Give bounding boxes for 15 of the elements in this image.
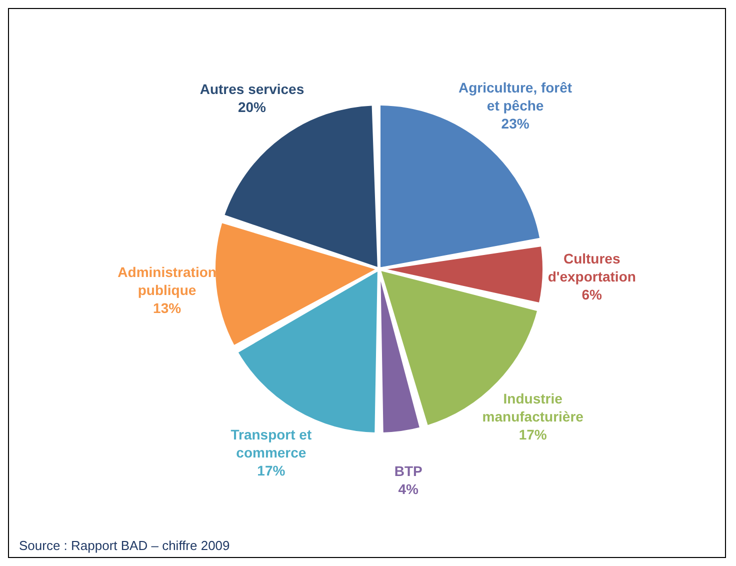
data-label: 13% [153, 300, 182, 316]
slice-label: Administration publique [118, 264, 216, 298]
data-label: 6% [582, 286, 603, 302]
slice-label: Transport et commerce [230, 426, 312, 461]
data-label: 17% [518, 426, 548, 442]
slice-label: BTP [394, 462, 422, 479]
data-label: 17% [257, 462, 286, 479]
source-note: Source : Rapport BAD – chiffre 2009 [19, 538, 230, 553]
data-label: 4% [398, 480, 420, 497]
slice-label: Industrie manufacturière [482, 390, 584, 424]
slice-label: Agriculture, forêt et pêche [458, 79, 572, 114]
data-label: 20% [238, 99, 267, 115]
slice-label: Autres services [200, 81, 304, 97]
data-label: 23% [501, 115, 530, 132]
slice-label: Cultures d'exportation [548, 250, 636, 284]
